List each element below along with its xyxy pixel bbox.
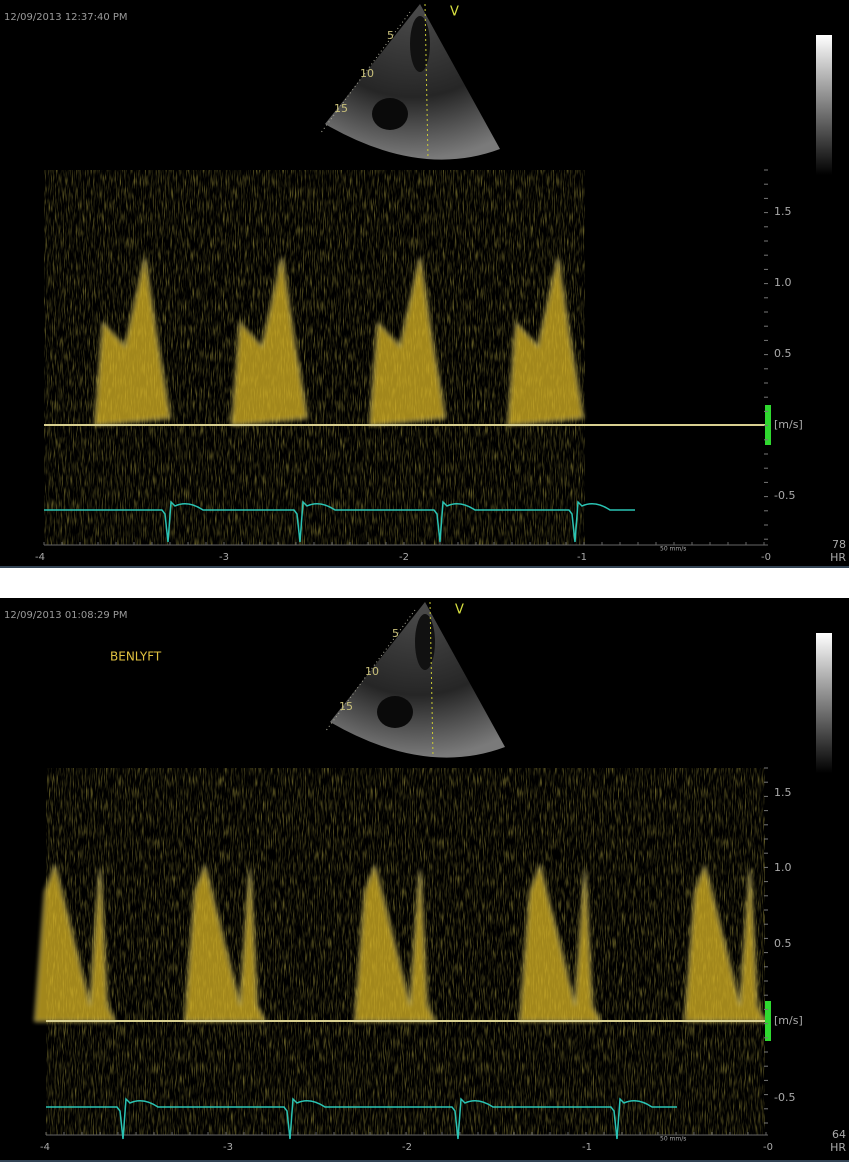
sweep-speed: 50 mm/s (660, 1136, 686, 1143)
timestamp: 12/09/2013 01:08:29 PM (4, 610, 128, 621)
time-label: -1 (582, 1142, 592, 1153)
baseline-indicator (765, 1001, 771, 1041)
depth-label: 15 (334, 102, 348, 115)
velocity-label: [m/s] (774, 418, 803, 431)
time-label: -0 (763, 1142, 773, 1153)
depth-label: 5 (387, 29, 394, 42)
velocity-label: -0.5 (774, 489, 795, 502)
depth-label: 10 (365, 665, 379, 678)
velocity-label: 1.5 (774, 205, 792, 218)
echo-chamber (415, 614, 435, 670)
heart-rate-label: HR (830, 1141, 846, 1154)
depth-label: 5 (392, 627, 399, 640)
echo-chamber (377, 696, 413, 728)
velocity-label: -0.5 (774, 1091, 795, 1104)
velocity-label: 0.5 (774, 347, 792, 360)
time-label: -3 (223, 1142, 233, 1153)
doppler-spectrum (35, 768, 765, 1135)
velocity-label: 1.5 (774, 786, 792, 799)
time-label: -3 (219, 552, 229, 563)
time-label: -4 (35, 552, 45, 563)
depth-label: 10 (360, 67, 374, 80)
velocity-label: 1.0 (774, 861, 792, 874)
heart-rate: 78 (832, 538, 846, 551)
time-label: -1 (577, 552, 587, 563)
velocity-label: 0.5 (774, 937, 792, 950)
view-marker: V (455, 603, 464, 618)
gray-scale-bar (816, 35, 832, 175)
depth-label: 15 (339, 700, 353, 713)
spectral-noise (46, 768, 765, 1135)
velocity-label: 1.0 (774, 276, 792, 289)
timestamp: 12/09/2013 12:37:40 PM (4, 12, 128, 23)
time-label: -2 (402, 1142, 412, 1153)
echo-chamber (372, 98, 408, 130)
page: 12/09/2013 12:37:40 PM 5 10 15 V 1.5 1.0 0.5 [m/… (0, 0, 849, 1162)
annotation: BENLYFT (110, 650, 162, 664)
gray-scale-bar (816, 633, 832, 773)
time-label: -4 (40, 1142, 50, 1153)
heart-rate-label: HR (830, 551, 846, 564)
view-marker: V (450, 5, 459, 20)
doppler-spectrum (44, 170, 585, 545)
echo-chamber (410, 16, 430, 72)
heart-rate: 64 (832, 1128, 846, 1141)
screenshot: 12/09/2013 12:37:40 PM 5 10 15 V 1.5 1.0 0.5 [m/… (0, 0, 849, 1162)
time-label: -2 (399, 552, 409, 563)
sweep-speed: 50 mm/s (660, 546, 686, 553)
time-label: -0 (761, 552, 771, 563)
velocity-label: [m/s] (774, 1014, 803, 1027)
